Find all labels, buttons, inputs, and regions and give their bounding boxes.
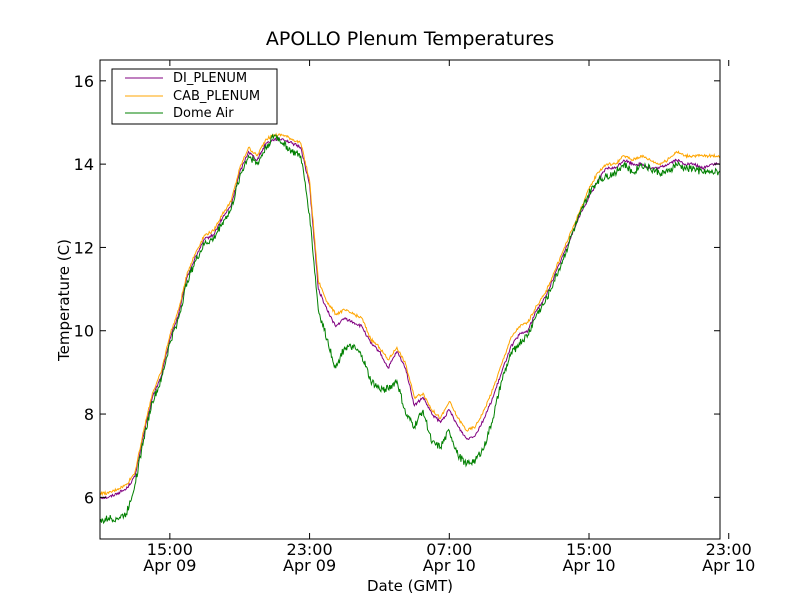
x-tick-label-date: Apr 10	[702, 556, 755, 575]
y-tick-label: 16	[74, 72, 94, 91]
x-tick-label-time: 15:00	[147, 540, 193, 559]
x-tick-label-date: Apr 09	[143, 556, 196, 575]
legend-label-dome-air: Dome Air	[173, 106, 234, 121]
x-tick-label-time: 15:00	[566, 540, 612, 559]
y-tick-label: 6	[84, 488, 94, 507]
series-line-di-plenum	[99, 137, 721, 500]
x-tick-label-time: 23:00	[287, 540, 333, 559]
x-tick-label-date: Apr 10	[562, 556, 615, 575]
chart-title: APOLLO Plenum Temperatures	[266, 28, 554, 50]
series-line-dome-air	[99, 133, 721, 525]
x-tick-label-date: Apr 10	[423, 556, 476, 575]
legend-label-cab-plenum: CAB_PLENUM	[173, 89, 260, 104]
series-layer	[99, 132, 721, 525]
legend: DI_PLENUM CAB_PLENUM Dome Air	[111, 68, 278, 125]
y-axis-label: Temperature (C)	[55, 239, 73, 362]
x-axis-label: Date (GMT)	[367, 577, 453, 595]
y-tick-label: 10	[74, 322, 94, 341]
plot-frame	[99, 59, 721, 540]
x-tick-label-time: 23:00	[706, 540, 752, 559]
x-tick-label-time: 07:00	[426, 540, 472, 559]
series-line-cab-plenum	[99, 132, 721, 497]
x-tick-label-date: Apr 09	[283, 556, 336, 575]
y-tick-label: 8	[84, 405, 94, 424]
y-tick-label: 12	[74, 238, 94, 257]
legend-label-di-plenum: DI_PLENUM	[173, 71, 247, 86]
y-tick-label: 14	[74, 155, 94, 174]
